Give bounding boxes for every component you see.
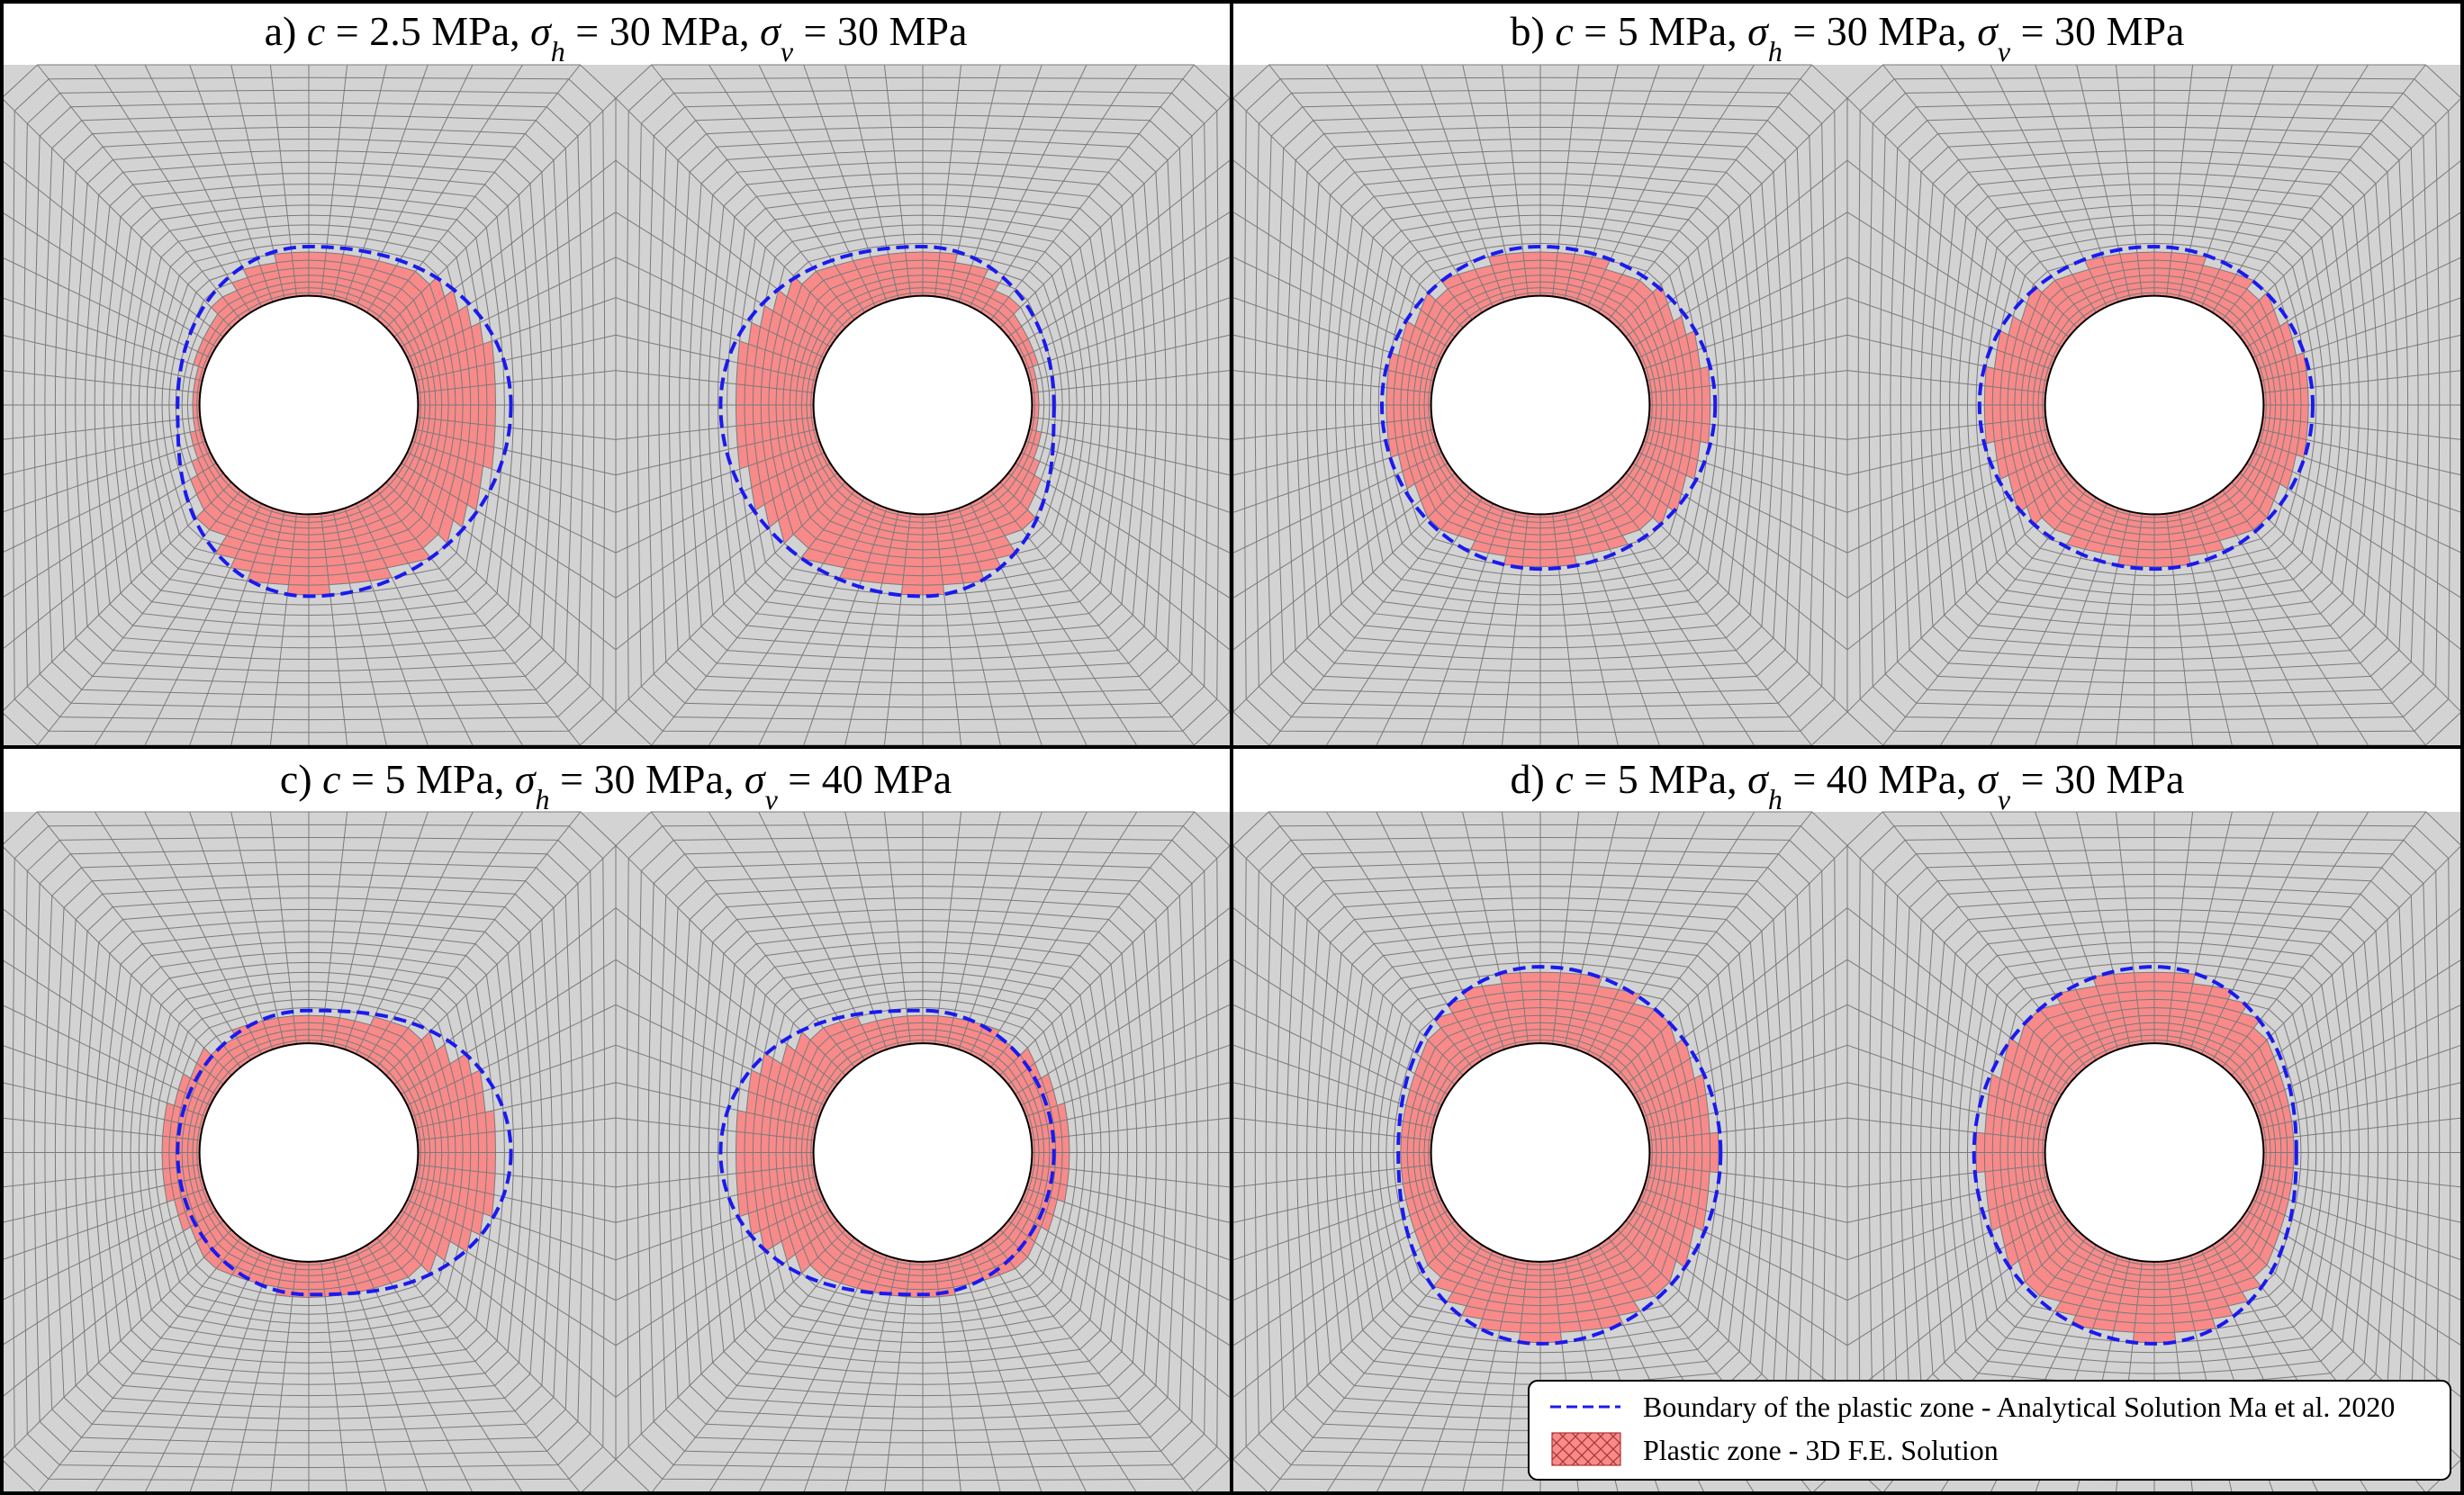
mesh-lines: [1232, 64, 1848, 746]
analytical-boundary: [1977, 244, 2315, 572]
tunnel-hole: [812, 294, 1033, 516]
panel-a-title: a) c = 2.5 MPa, σh = 30 MPa, σv = 30 MPa: [265, 8, 968, 68]
mesh-lines: [615, 64, 1231, 746]
mesh-lines: [1846, 64, 2462, 746]
tunnel-hole: [812, 1042, 1033, 1263]
tunnel-hole: [1430, 1042, 1651, 1263]
mesh-lines: [615, 811, 1231, 1494]
tunnel-hole: [2044, 1042, 2265, 1263]
plastic-zone: [736, 1015, 1070, 1298]
analytical-boundary: [176, 245, 513, 599]
hole-right: [615, 811, 1231, 1494]
panel-d-plot: [1232, 811, 2462, 1494]
analytical-boundary: [1972, 965, 2298, 1346]
legend-fe-swatch: [1551, 1432, 1621, 1466]
analytical-boundary: [1379, 244, 1718, 572]
panel-c-plot: [1, 811, 1231, 1494]
panel-c: c) c = 5 MPa, σh = 30 MPa, σv = 40 MPa: [1, 749, 1231, 1494]
plastic-zone: [1976, 972, 2295, 1343]
panel-a-plot: [1, 64, 1231, 746]
hole-left: [1, 64, 617, 746]
panel-b-title: b) c = 5 MPa, σh = 30 MPa, σv = 30 MPa: [1511, 8, 2185, 68]
legend-fe-label: Plastic zone - 3D F.E. Solution: [1643, 1434, 1999, 1466]
hole-right: [1846, 811, 2462, 1494]
hole-left: [1, 811, 617, 1494]
hole-left: [1232, 64, 1848, 746]
plastic-zone: [190, 251, 496, 595]
legend-analytical-label: Boundary of the plastic zone - Analytica…: [1643, 1391, 2395, 1423]
tunnel-hole: [1430, 294, 1651, 516]
panel-c-title: c) c = 5 MPa, σh = 30 MPa, σv = 40 MPa: [280, 756, 952, 815]
hole-right: [1846, 64, 2462, 746]
panel-b: b) c = 5 MPa, σh = 30 MPa, σv = 30 MPa: [1232, 2, 2462, 746]
panel-d-title: d) c = 5 MPa, σh = 40 MPa, σv = 30 MPa: [1511, 756, 2185, 815]
analytical-boundary: [1396, 965, 1723, 1346]
panel-a: a) c = 2.5 MPa, σh = 30 MPa, σv = 30 MPa: [1, 2, 1231, 746]
plastic-zone: [1400, 972, 1719, 1343]
tunnel-hole: [198, 294, 420, 516]
panel-d: d) c = 5 MPa, σh = 40 MPa, σv = 30 MPa: [1232, 749, 2462, 1494]
legend: Boundary of the plastic zone - Analytica…: [1528, 1380, 2451, 1481]
panel-b-plot: [1232, 64, 2462, 746]
analytical-boundary: [718, 1008, 1056, 1297]
hole-left: [1232, 811, 1848, 1494]
legend-box: [1528, 1380, 2451, 1481]
analytical-boundary: [718, 245, 1056, 599]
tunnel-hole: [2044, 294, 2265, 516]
mesh-lines: [1846, 811, 2462, 1494]
tunnel-hole: [198, 1042, 420, 1263]
hole-right: [615, 64, 1231, 746]
analytical-boundary: [176, 1008, 513, 1297]
